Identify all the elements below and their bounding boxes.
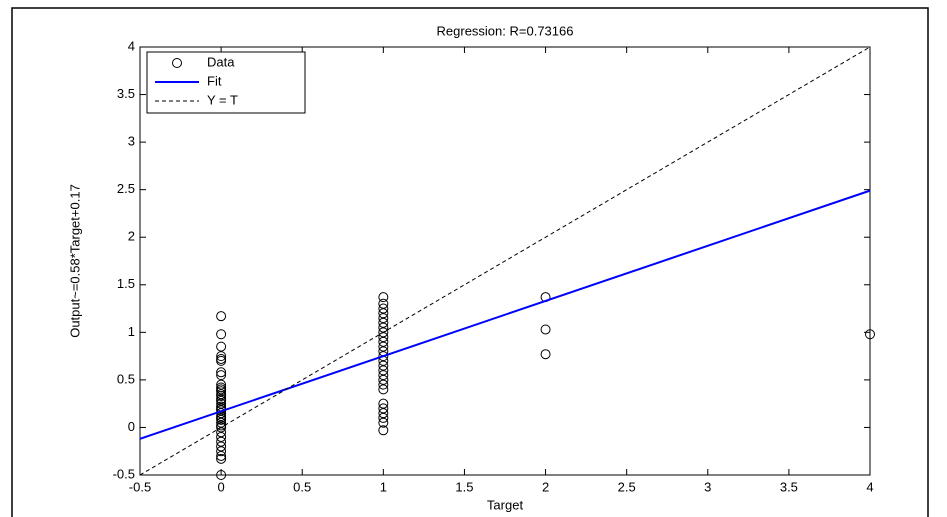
series-line: [139, 189, 871, 440]
x-tick-label: 3.5: [780, 479, 798, 494]
data-point: [216, 441, 227, 452]
data-point: [216, 446, 227, 457]
y-tick-label: 2.5: [117, 181, 135, 196]
data-point: [216, 382, 227, 393]
data-point: [378, 360, 389, 371]
data-point: [540, 324, 551, 335]
legend-label: Fit: [207, 73, 222, 88]
y-tick-label: 3.5: [117, 86, 135, 101]
data-point: [216, 470, 227, 480]
data-point: [865, 329, 875, 340]
data-point: [216, 431, 227, 442]
chart-title: Regression: R=0.73166: [437, 23, 574, 38]
data-point: [216, 453, 227, 464]
data-point: [378, 417, 389, 428]
x-tick-label: 2: [542, 479, 549, 494]
data-point: [378, 303, 389, 314]
legend-label: Y = T: [207, 92, 238, 107]
data-point: [216, 389, 227, 400]
data-point: [378, 327, 389, 338]
data-point: [378, 379, 389, 390]
legend-marker: [172, 58, 182, 68]
data-point: [216, 420, 227, 431]
y-tick-label: 0: [128, 419, 135, 434]
data-point: [216, 370, 227, 381]
x-tick-label: 1: [380, 479, 387, 494]
y-tick-label: 4: [128, 38, 135, 53]
data-point: [216, 436, 227, 447]
data-point: [378, 351, 389, 362]
data-point: [216, 367, 227, 378]
data-point: [378, 408, 389, 419]
data-point: [378, 412, 389, 423]
x-tick-label: 4: [866, 479, 873, 494]
data-point: [540, 349, 551, 360]
data-point: [216, 353, 227, 364]
y-tick-label: -0.5: [113, 466, 135, 481]
series-line: [139, 46, 871, 476]
data-point: [378, 317, 389, 328]
x-tick-label: 0.5: [293, 479, 311, 494]
data-point: [378, 425, 389, 436]
data-point: [378, 398, 389, 409]
data-point: [378, 365, 389, 376]
x-axis-label: Target: [487, 497, 524, 512]
data-point: [378, 384, 389, 395]
data-point: [216, 311, 227, 322]
data-point: [216, 379, 227, 390]
x-tick-label: 1.5: [455, 479, 473, 494]
data-point: [378, 336, 389, 347]
y-tick-label: 2: [128, 229, 135, 244]
x-tick-label: 3: [704, 479, 711, 494]
y-tick-label: 1.5: [117, 276, 135, 291]
x-tick-label: 2.5: [618, 479, 636, 494]
data-point: [378, 341, 389, 352]
data-point: [378, 292, 389, 303]
data-point: [378, 308, 389, 319]
y-tick-label: 0.5: [117, 371, 135, 386]
data-point: [378, 313, 389, 324]
data-point: [216, 393, 227, 404]
data-point: [216, 329, 227, 340]
data-point: [216, 341, 227, 352]
data-point: [378, 374, 389, 385]
legend-label: Data: [207, 54, 235, 69]
data-point: [378, 298, 389, 309]
x-tick-label: -0.5: [129, 479, 151, 494]
x-tick-label: 0: [217, 479, 224, 494]
data-point: [378, 403, 389, 414]
y-tick-label: 3: [128, 134, 135, 149]
data-point: [216, 450, 227, 461]
y-tick-label: 1: [128, 324, 135, 339]
data-point: [378, 370, 389, 381]
data-point: [216, 351, 227, 362]
y-axis-label: Output~=0.58*Target+0.17: [67, 184, 82, 338]
data-point: [216, 398, 227, 409]
